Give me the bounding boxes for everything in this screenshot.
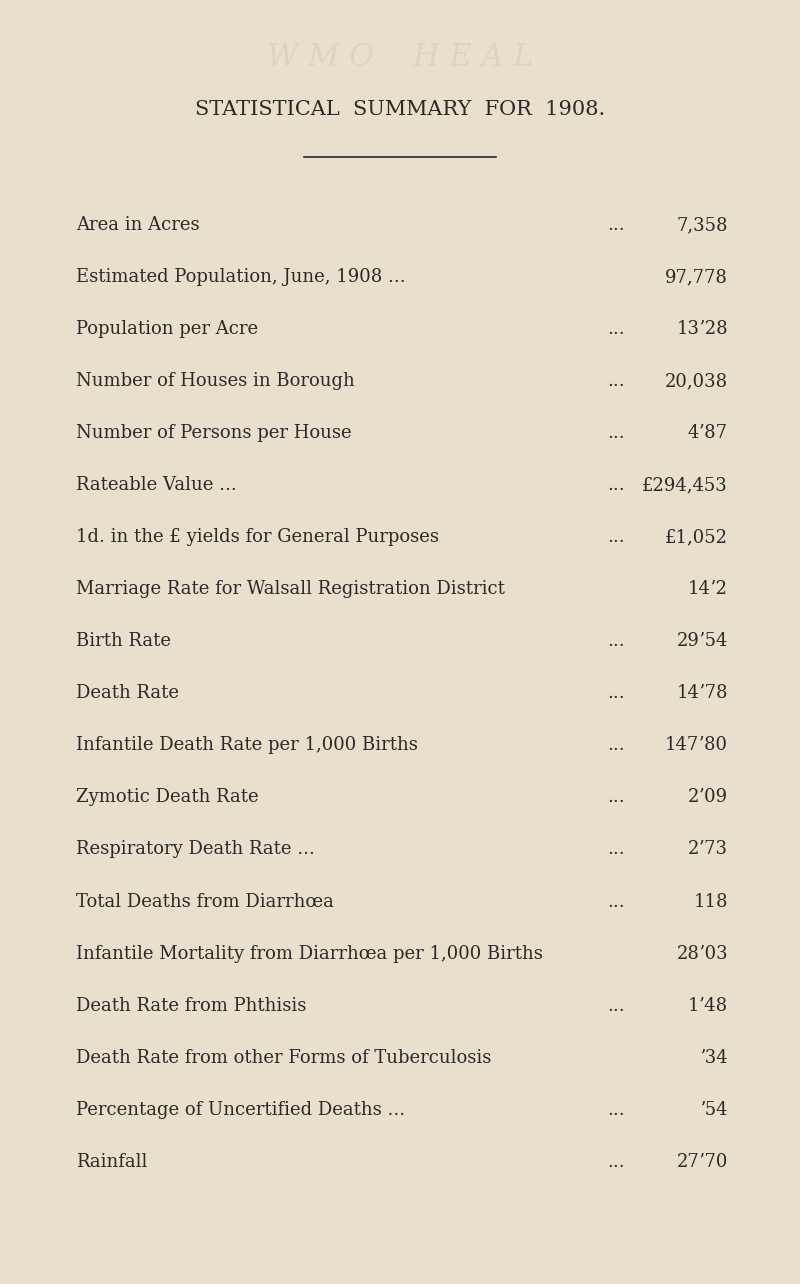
Text: ...: ... [607, 632, 625, 650]
Text: 118: 118 [694, 892, 728, 910]
Text: Number of Persons per House: Number of Persons per House [76, 424, 352, 442]
Text: ...: ... [607, 892, 625, 910]
Text: ...: ... [607, 996, 625, 1014]
Text: ...: ... [607, 684, 625, 702]
Text: ...: ... [607, 1153, 625, 1171]
Text: Infantile Death Rate per 1,000 Births: Infantile Death Rate per 1,000 Births [76, 737, 418, 755]
Text: 1d. in the £ yields for General Purposes: 1d. in the £ yields for General Purposes [76, 528, 439, 546]
Text: Birth Rate: Birth Rate [76, 632, 171, 650]
Text: ...: ... [607, 216, 625, 234]
Text: 4ʼ87: 4ʼ87 [688, 424, 728, 442]
Text: Total Deaths from Diarrhœa: Total Deaths from Diarrhœa [76, 892, 334, 910]
Text: ...: ... [607, 841, 625, 859]
Text: Rainfall: Rainfall [76, 1153, 147, 1171]
Text: 147ʼ80: 147ʼ80 [665, 737, 728, 755]
Text: Zymotic Death Rate: Zymotic Death Rate [76, 788, 258, 806]
Text: ʼ34: ʼ34 [699, 1049, 728, 1067]
Text: W M O    H E A L: W M O H E A L [266, 42, 534, 73]
Text: Marriage Rate for Walsall Registration District: Marriage Rate for Walsall Registration D… [76, 580, 505, 598]
Text: 28ʼ03: 28ʼ03 [676, 945, 728, 963]
Text: 27ʼ70: 27ʼ70 [677, 1153, 728, 1171]
Text: 13ʼ28: 13ʼ28 [676, 320, 728, 338]
Text: Death Rate from Phthisis: Death Rate from Phthisis [76, 996, 306, 1014]
Text: Rateable Value ...: Rateable Value ... [76, 476, 237, 494]
Text: Percentage of Uncertified Deaths ...: Percentage of Uncertified Deaths ... [76, 1100, 405, 1118]
Text: ...: ... [607, 1100, 625, 1118]
Text: 7,358: 7,358 [677, 216, 728, 234]
Text: ...: ... [607, 737, 625, 755]
Text: ...: ... [607, 372, 625, 390]
Text: ...: ... [607, 424, 625, 442]
Text: STATISTICAL  SUMMARY  FOR  1908.: STATISTICAL SUMMARY FOR 1908. [195, 100, 605, 118]
Text: ...: ... [607, 476, 625, 494]
Text: 14ʼ2: 14ʼ2 [688, 580, 728, 598]
Text: Number of Houses in Borough: Number of Houses in Borough [76, 372, 354, 390]
Text: ...: ... [607, 788, 625, 806]
Text: 97,778: 97,778 [665, 268, 728, 286]
Text: £294,453: £294,453 [642, 476, 728, 494]
Text: Estimated Population, June, 1908 ...: Estimated Population, June, 1908 ... [76, 268, 406, 286]
Text: Area in Acres: Area in Acres [76, 216, 200, 234]
Text: 20,038: 20,038 [665, 372, 728, 390]
Text: £1,052: £1,052 [665, 528, 728, 546]
Text: Infantile Mortality from Diarrhœa per 1,000 Births: Infantile Mortality from Diarrhœa per 1,… [76, 945, 543, 963]
Text: 2ʼ09: 2ʼ09 [688, 788, 728, 806]
Text: ...: ... [607, 320, 625, 338]
Text: ...: ... [607, 528, 625, 546]
Text: 2ʼ73: 2ʼ73 [688, 841, 728, 859]
Text: Death Rate from other Forms of Tuberculosis: Death Rate from other Forms of Tuberculo… [76, 1049, 491, 1067]
Text: Respiratory Death Rate ...: Respiratory Death Rate ... [76, 841, 315, 859]
Text: ʼ54: ʼ54 [699, 1100, 728, 1118]
Text: 29ʼ54: 29ʼ54 [677, 632, 728, 650]
Text: 1ʼ48: 1ʼ48 [688, 996, 728, 1014]
Text: 14ʼ78: 14ʼ78 [677, 684, 728, 702]
Text: Death Rate: Death Rate [76, 684, 179, 702]
Text: Population per Acre: Population per Acre [76, 320, 258, 338]
